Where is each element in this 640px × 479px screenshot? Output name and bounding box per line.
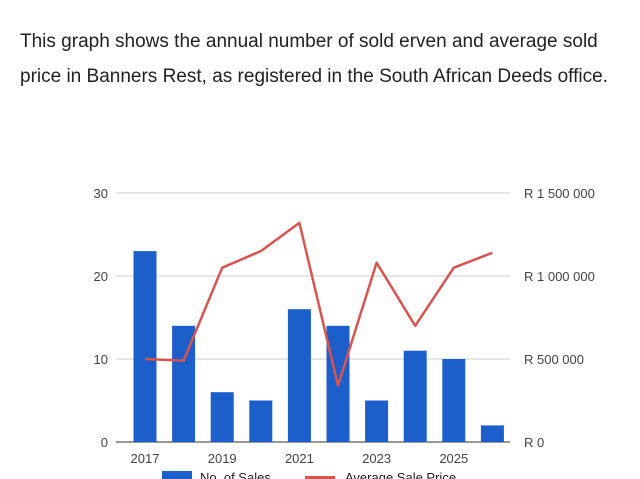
legend-bar-swatch — [162, 471, 192, 479]
bar-2026 — [480, 425, 504, 442]
bar-2023 — [365, 400, 389, 442]
legend-line-swatch — [305, 476, 335, 479]
bar-2020 — [249, 400, 273, 442]
line-series-price — [144, 221, 493, 387]
bar-series-sales — [133, 251, 504, 442]
x-tick-label: 2025 — [439, 451, 468, 466]
bar-2024 — [403, 350, 427, 442]
right-tick-label: R 500 000 — [524, 352, 584, 367]
left-tick-label: 0 — [101, 435, 108, 450]
bar-2017 — [133, 251, 157, 442]
price-line — [144, 221, 493, 387]
intro-paragraph: This graph shows the annual number of so… — [20, 31, 608, 87]
bar-2025 — [442, 359, 466, 442]
x-axis-ticks: 2017 2019 2021 2023 2025 — [131, 451, 469, 466]
legend-label-sales: No. of Sales — [200, 470, 271, 479]
bar-2019 — [210, 392, 234, 442]
right-tick-label: R 1 500 000 — [524, 186, 595, 201]
bar-2021 — [287, 309, 311, 442]
left-tick-label: 10 — [94, 352, 108, 367]
x-tick-label: 2017 — [131, 451, 160, 466]
bar-2018 — [172, 325, 196, 442]
legend-label-price: Average Sale Price — [345, 470, 456, 479]
left-tick-label: 20 — [94, 269, 108, 284]
left-axis-ticks: 0 10 20 30 — [94, 186, 108, 450]
x-tick-label: 2019 — [208, 451, 237, 466]
left-tick-label: 30 — [94, 186, 108, 201]
x-tick-label: 2021 — [285, 451, 314, 466]
right-tick-label: R 0 — [524, 435, 544, 450]
right-tick-label: R 1 000 000 — [524, 269, 595, 284]
x-tick-label: 2023 — [362, 451, 391, 466]
chart-legend[interactable]: No. of Sales Average Sale Price — [162, 470, 456, 479]
right-axis-ticks: R 0 R 500 000 R 1 000 000 R 1 500 000 — [524, 186, 595, 450]
